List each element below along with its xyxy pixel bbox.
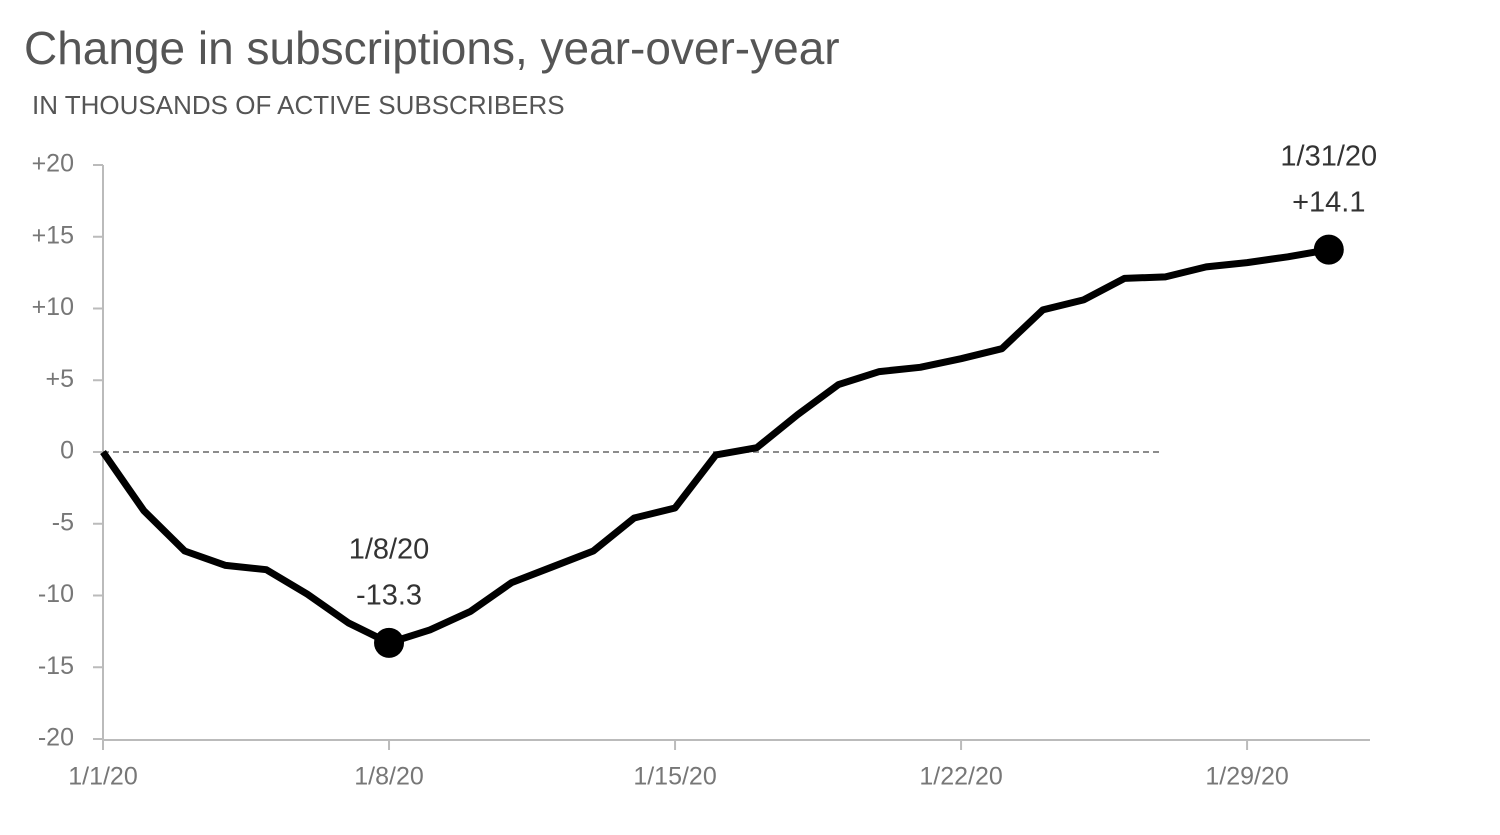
annotation-date: 1/31/20 (1280, 140, 1377, 172)
highlight-point (374, 627, 405, 658)
y-tick-label: -20 (38, 724, 74, 752)
y-tick-label: +10 (32, 293, 74, 321)
highlight-point (1313, 234, 1344, 265)
x-tick-label: 1/8/20 (354, 763, 424, 791)
x-tick-label: 1/15/20 (633, 763, 716, 791)
chart-subtitle: IN THOUSANDS OF ACTIVE SUBSCRIBERS (32, 90, 565, 120)
y-tick-label: +15 (32, 221, 74, 249)
y-tick-label: -15 (38, 652, 74, 680)
chart-title: Change in subscriptions, year-over-year (24, 22, 840, 74)
annotation-value: -13.3 (356, 580, 422, 612)
y-tick-label: -10 (38, 580, 74, 608)
x-tick-label: 1/22/20 (919, 763, 1002, 791)
y-tick-label: 0 (60, 437, 74, 465)
y-tick-label: +20 (32, 150, 74, 178)
annotation-date: 1/8/20 (349, 534, 430, 566)
x-tick-label: 1/1/20 (68, 763, 138, 791)
y-tick-label: -5 (52, 508, 74, 536)
x-tick-label: 1/29/20 (1205, 763, 1288, 791)
data-line (100, 246, 1330, 647)
y-tick-label: +5 (45, 365, 74, 393)
annotation-value: +14.1 (1292, 186, 1365, 218)
